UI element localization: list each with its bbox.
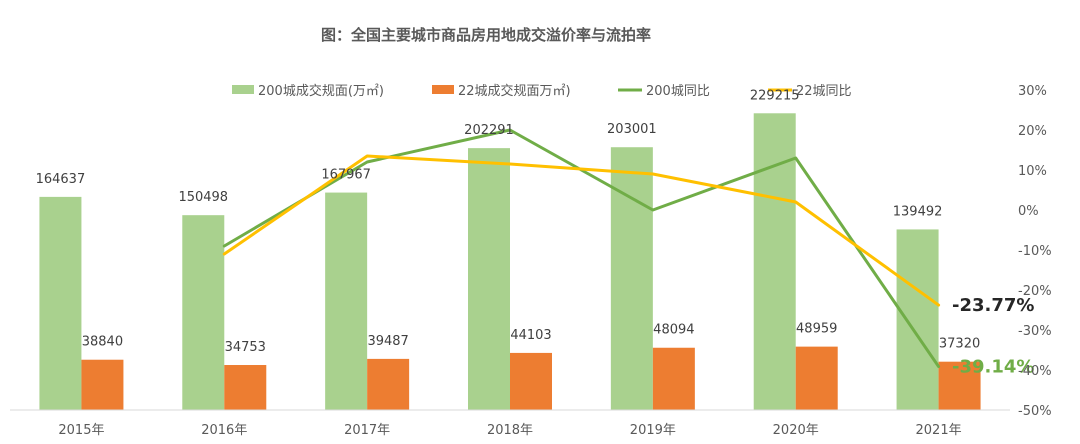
x-tick-label: 2019年 xyxy=(630,423,676,438)
bar-label-200-5: 229215 xyxy=(750,88,800,103)
data-labels: 164637 38840 150498 34753 167967 39487 202291 4… xyxy=(36,88,1035,377)
bar-label-200-2: 167967 xyxy=(321,168,371,183)
bar-22-1 xyxy=(224,365,267,410)
y-right-tick-label: -30% xyxy=(1018,324,1052,339)
bar-label-22-4: 48094 xyxy=(653,323,694,338)
bar-200-5 xyxy=(753,113,796,410)
bar-label-22-6: 37320 xyxy=(939,337,980,352)
x-tick-label: 2021年 xyxy=(916,423,962,438)
bar-label-22-3: 44103 xyxy=(510,328,551,343)
bar-22-5 xyxy=(795,346,838,410)
bar-22-6 xyxy=(938,361,981,410)
legend-swatch-0 xyxy=(232,85,254,94)
bar-22-4 xyxy=(652,347,695,410)
bar-label-22-0: 38840 xyxy=(82,335,123,350)
x-tick-label: 2015年 xyxy=(58,423,104,438)
y-right-tick-label: -20% xyxy=(1018,284,1052,299)
bar-label-200-6: 139492 xyxy=(893,204,943,219)
end-label-1: -39.14% xyxy=(952,357,1034,378)
bar-22-2 xyxy=(367,358,410,410)
bar-label-200-3: 202291 xyxy=(464,123,514,138)
bar-22-0 xyxy=(81,359,124,410)
bar-label-200-1: 150498 xyxy=(178,190,228,205)
y-right-tick-label: 0% xyxy=(1018,204,1039,219)
legend-label-1: 22城成交规面万㎡) xyxy=(458,83,571,99)
x-tick-label: 2020年 xyxy=(773,423,819,438)
bar-200-4 xyxy=(610,147,653,410)
legend-swatch-1 xyxy=(432,85,454,94)
y-right-tick-label: 30% xyxy=(1018,84,1047,99)
bar-200-0 xyxy=(39,196,82,410)
bar-label-22-2: 39487 xyxy=(367,334,408,349)
legend-label-0: 200城成交规面(万㎡) xyxy=(258,83,384,99)
legend: 200城成交规面(万㎡) 22城成交规面万㎡) 200城同比 22城同比 xyxy=(232,83,852,99)
end-label-0: -23.77% xyxy=(952,295,1034,316)
bar-label-22-5: 48959 xyxy=(796,322,837,337)
lines xyxy=(222,128,941,369)
y-right-tick-label: 20% xyxy=(1018,124,1047,139)
bar-label-200-4: 203001 xyxy=(607,122,657,137)
y-right-tick-label: 10% xyxy=(1018,164,1047,179)
line-22-yoy xyxy=(222,154,941,307)
chart-title: 图：全国主要城市商品房用地成交溢价率与流拍率 xyxy=(321,26,651,44)
y-right-tick-label: -10% xyxy=(1018,244,1052,259)
bars xyxy=(39,113,981,410)
y-right-tick-label: -40% xyxy=(1018,364,1052,379)
bar-label-200-0: 164637 xyxy=(36,172,86,187)
bar-label-22-1: 34753 xyxy=(225,340,266,355)
bar-22-3 xyxy=(510,352,552,410)
axes: 2015年 2016年 2017年 2018年 2019年 2020年 2021年 30% 20… xyxy=(10,84,1052,438)
legend-label-3: 22城同比 xyxy=(796,84,852,99)
bar-200-6 xyxy=(896,229,939,410)
x-tick-label: 2018年 xyxy=(487,423,533,438)
x-tick-label: 2017年 xyxy=(344,423,390,438)
y-right-tick-label: -50% xyxy=(1018,404,1052,419)
x-tick-label: 2016年 xyxy=(201,423,247,438)
legend-label-2: 200城同比 xyxy=(646,84,710,99)
bar-200-2 xyxy=(325,192,368,410)
bar-200-3 xyxy=(468,148,510,410)
bar-200-1 xyxy=(182,215,225,410)
